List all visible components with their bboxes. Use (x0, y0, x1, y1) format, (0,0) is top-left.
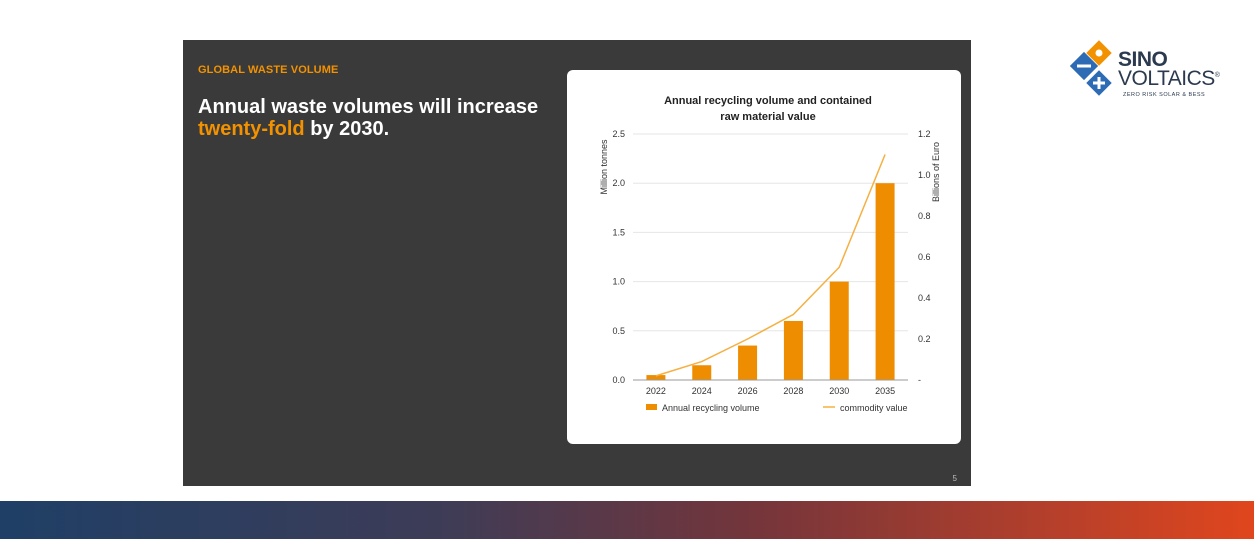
bar (875, 183, 895, 380)
bar (829, 281, 849, 380)
x-tick-label: 2026 (738, 386, 758, 396)
logo-minus-sign (1077, 64, 1091, 68)
logo-tagline: ZERO RISK SOLAR & BESS (1123, 92, 1206, 98)
legend-bar-swatch (646, 404, 657, 410)
y-tick-label: 2.5 (612, 129, 625, 139)
legend-bar-label: Annual recycling volume (662, 403, 760, 413)
footer-gradient-band (0, 501, 1254, 539)
gridlines (633, 133, 908, 381)
y2-tick-label: 0.8 (918, 211, 931, 221)
company-logo: SINO VOLTAICS® ZERO RISK SOLAR & BESS (1068, 40, 1244, 110)
bars (646, 183, 895, 380)
section-label: GLOBAL WASTE VOLUME (198, 64, 339, 76)
y2-tick-label: 0.4 (918, 293, 931, 303)
bar (783, 320, 803, 380)
logo-voltaics-text: VOLTAICS (1118, 67, 1215, 90)
y2-tick-label: 1.2 (918, 129, 931, 139)
x-tick-label: 2024 (692, 386, 712, 396)
chart: Annual recycling volume and contained ra… (599, 95, 941, 413)
chart-card: Annual recycling volume and contained ra… (567, 70, 961, 444)
headline-text: Annual waste volumes will increase (198, 96, 539, 118)
chart-title-line-1: Annual recycling volume and contained (664, 95, 872, 107)
commodity-value-line (655, 154, 886, 377)
x-tick-label: 2030 (829, 386, 849, 396)
legend: Annual recycling volume commodity value (646, 403, 908, 413)
y-axis-label: Million tonnes (599, 139, 609, 195)
headline-text-end: by 2030. (304, 118, 390, 140)
headline-accent: twenty-fold (198, 118, 305, 140)
chart-title-line-2: raw material value (720, 111, 815, 123)
legend-line-label: commodity value (840, 403, 908, 413)
bar (738, 345, 758, 380)
headline: Annual waste volumes will increase twent… (198, 96, 558, 140)
line-series (655, 154, 886, 377)
y2-tick-label: 1.0 (918, 170, 931, 180)
y2-axis-label: Billions of Euro (931, 142, 941, 202)
y2-tick-label: 0.6 (918, 252, 931, 262)
page-number: 5 (952, 474, 957, 483)
y-tick-label: 0.5 (612, 326, 625, 336)
logo-plus-v (1097, 77, 1101, 89)
logo-wordmark-voltaics: VOLTAICS® (1118, 67, 1220, 91)
logo-registered: ® (1214, 72, 1220, 79)
logo-wordmark-sino: SINO (1118, 48, 1168, 71)
bar (646, 375, 666, 380)
x-tick-label: 2022 (646, 386, 666, 396)
y-tick-label: 2.0 (612, 178, 625, 188)
y-tick-label: 1.0 (612, 277, 625, 287)
y-tick-label: 0.0 (612, 375, 625, 385)
x-tick-label: 2035 (875, 386, 895, 396)
logo-mark-icon (1069, 40, 1112, 96)
slide: GLOBAL WASTE VOLUME Annual waste volumes… (183, 40, 971, 486)
x-tick-label: 2028 (783, 386, 803, 396)
y2-tick-label: - (918, 375, 921, 385)
y-tick-label: 1.5 (612, 227, 625, 237)
bar (692, 365, 712, 380)
y2-tick-label: 0.2 (918, 334, 931, 344)
axes: 0.0 0.5 1.0 1.5 2.0 2.5 - 0.2 0.4 0.6 0.8 1.0 1.2 202… (612, 129, 930, 396)
logo-sun (1095, 49, 1103, 57)
